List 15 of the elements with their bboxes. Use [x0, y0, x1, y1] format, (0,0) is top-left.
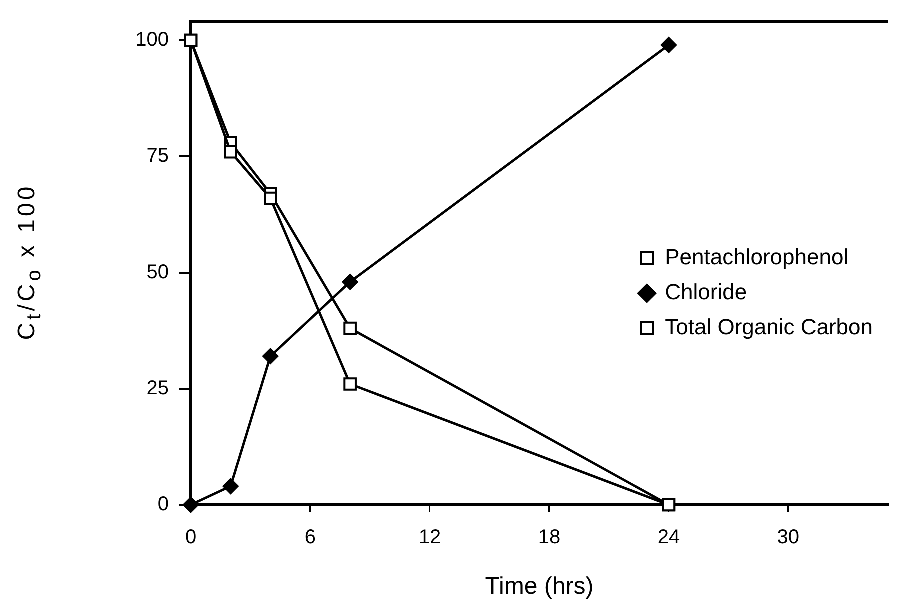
legend-label: Total Organic Carbon [665, 314, 874, 340]
x-axis-title: Time (hrs) [485, 573, 594, 600]
y-tick-label: 0 [158, 494, 169, 516]
y-tick-label: 25 [146, 377, 169, 400]
x-tick-label: 30 [777, 526, 800, 549]
legend-label: Chloride [665, 280, 748, 305]
x-tick-label: 6 [304, 526, 316, 549]
x-tick-label: 12 [418, 526, 442, 549]
legend-label: Pentachlorophenol [665, 244, 849, 270]
y-tick-label: 100 [136, 29, 169, 52]
x-tick-label: 24 [658, 526, 680, 549]
y-tick-label: 50 [146, 261, 169, 284]
x-tick-label: 18 [538, 526, 561, 549]
y-tick-label: 75 [146, 145, 169, 168]
x-tick-label: 0 [185, 526, 197, 549]
